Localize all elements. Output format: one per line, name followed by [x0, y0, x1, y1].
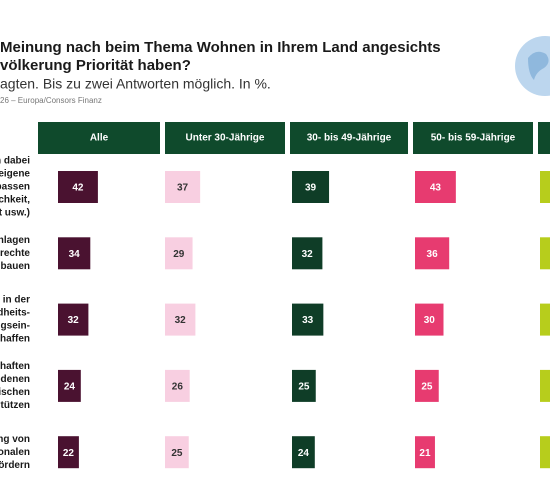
column-header: [165, 122, 285, 154]
row-label: chaffen: [0, 334, 30, 345]
row-label: in der: [3, 295, 30, 306]
bar: [58, 171, 98, 203]
column-header-cropped: [538, 122, 550, 154]
row-label: tützen: [1, 400, 30, 411]
value-label: 29: [173, 249, 185, 260]
bar: [165, 369, 190, 402]
value-label: 24: [298, 448, 310, 459]
value-label: 26: [172, 382, 184, 393]
value-label: 22: [63, 448, 75, 459]
row-label: ngsein-: [0, 321, 30, 332]
value-label: 33: [302, 315, 314, 326]
column-header: [413, 122, 533, 154]
row-label: ischen: [0, 387, 30, 398]
value-label: 37: [177, 183, 189, 194]
column-header-label: Unter 30-Jährige: [186, 133, 265, 144]
bar: [292, 303, 324, 336]
title-line: völkerung Priorität haben?: [0, 57, 191, 74]
row-label: dheits-: [0, 308, 30, 319]
row-label: chkeit,: [0, 195, 30, 206]
value-label: 39: [305, 183, 317, 194]
column-header-label: 30- bis 49-Jährige: [307, 133, 392, 144]
value-label: 32: [68, 315, 80, 326]
row-label: ng von: [0, 434, 30, 445]
value-label: 25: [171, 448, 183, 459]
bar: [165, 303, 196, 336]
bar: [292, 436, 315, 469]
subtitle: agten. Bis zu zwei Antworten möglich. In…: [0, 76, 271, 92]
bar: [415, 369, 439, 402]
bar: [415, 436, 435, 469]
bar: [58, 237, 91, 270]
value-label: 30: [424, 315, 436, 326]
title-line: Meinung nach beim Thema Wohnen in Ihrem …: [0, 39, 441, 56]
row-label: eigene: [0, 169, 30, 180]
bar-cropped: [540, 303, 550, 336]
bar: [292, 369, 316, 402]
value-label: 34: [69, 249, 81, 260]
column-header-label: Alle: [90, 133, 109, 144]
row-label: onalen: [0, 447, 30, 458]
value-label: 42: [72, 183, 84, 194]
bar: [165, 237, 193, 270]
bar: [165, 171, 201, 203]
row-label: n dabei: [0, 156, 30, 167]
bar: [292, 171, 330, 203]
source: 26 – Europa/Consors Finanz: [0, 96, 102, 105]
bar: [415, 171, 456, 203]
column-header-label: 50- bis 59-Jährige: [431, 133, 516, 144]
value-label: 36: [427, 249, 439, 260]
row-label: erechte: [0, 248, 30, 259]
row-label: haften: [0, 361, 30, 372]
row-label: edenen: [0, 374, 30, 385]
bar: [415, 237, 450, 270]
row-label: passen: [0, 182, 30, 193]
value-label: 32: [175, 315, 187, 326]
row-label: bauen: [1, 261, 30, 272]
column-header: [38, 122, 160, 154]
bar: [165, 436, 189, 469]
value-label: 32: [302, 249, 314, 260]
value-label: 43: [430, 183, 442, 194]
value-label: 25: [421, 382, 433, 393]
value-label: 25: [298, 382, 310, 393]
row-label: t usw.): [0, 208, 30, 219]
bar: [58, 369, 81, 402]
row-label: nlagen: [0, 235, 30, 246]
value-label: 21: [419, 448, 431, 459]
row-label: ördern: [0, 460, 30, 471]
bar: [292, 237, 323, 270]
bar: [58, 436, 79, 469]
bar: [415, 303, 444, 336]
bar-cropped: [540, 171, 550, 203]
column-header: [290, 122, 408, 154]
bar-cropped: [540, 237, 550, 270]
globe-land: [528, 51, 549, 80]
bar: [58, 303, 89, 336]
bar-cropped: [540, 436, 550, 469]
value-label: 24: [64, 382, 76, 393]
bar-cropped: [540, 369, 550, 402]
